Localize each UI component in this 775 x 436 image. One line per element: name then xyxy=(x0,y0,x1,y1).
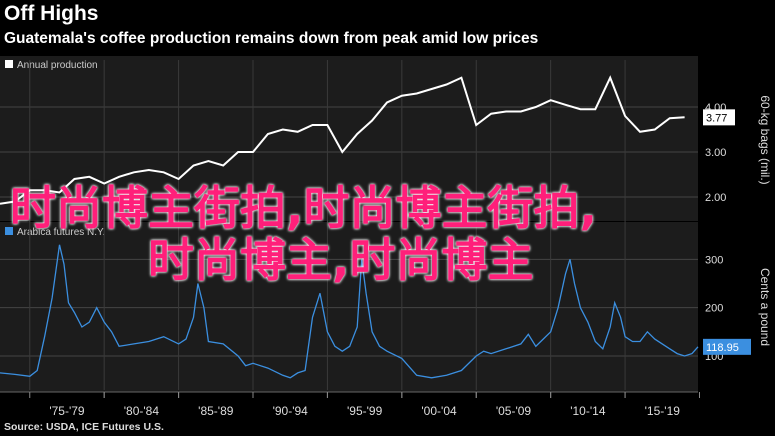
futures-series xyxy=(0,244,699,379)
x-tick-label: '05-'09 xyxy=(496,404,532,418)
last-value-box xyxy=(703,338,751,355)
x-tick-label: '95-'99 xyxy=(347,404,383,418)
x-tick-label: '90-'94 xyxy=(273,404,309,418)
chart-title: Off Highs xyxy=(4,2,99,25)
watermark-line-2: 时尚博主,时尚博主 xyxy=(148,233,534,287)
production-grid xyxy=(0,60,698,220)
chart-subtitle: Guatemala's coffee production remains do… xyxy=(4,30,539,47)
production-legend-swatch xyxy=(5,60,13,68)
production-series xyxy=(0,75,685,205)
futures-line xyxy=(0,244,699,379)
y-tick-label: 2.00 xyxy=(705,192,726,204)
futures-legend-swatch xyxy=(5,227,13,235)
y-tick-label: 300 xyxy=(705,254,723,266)
watermark-line-1: 时尚博主街拍,时尚博主街拍, xyxy=(10,181,597,235)
production-legend-label: Annual production xyxy=(17,60,98,71)
last-value-label: 3.77 xyxy=(706,112,727,124)
source-note: Source: USDA, ICE Futures U.S. xyxy=(4,421,164,433)
production-axis-label: 60-kg bags (mil.) xyxy=(758,95,772,184)
y-tick-label: 3.00 xyxy=(705,147,726,159)
x-axis: '75-'79 '80-'84 '85-'89 '90-'94 '95-'99 '00-'… xyxy=(0,391,700,418)
x-tick-label: '80-'84 xyxy=(124,404,160,418)
futures-legend-label: Arabica futures N.Y. xyxy=(17,227,105,238)
x-tick-label: '00-'04 xyxy=(421,404,457,418)
last-value-box xyxy=(703,109,735,126)
x-tick-label: '10-'14 xyxy=(570,404,606,418)
production-panel xyxy=(0,56,698,221)
last-value-label: 118.95 xyxy=(706,342,739,354)
futures-panel xyxy=(0,222,698,392)
x-tick-label: '15-'19 xyxy=(645,404,681,418)
production-line xyxy=(0,75,685,205)
x-tick-label: '75-'79 xyxy=(49,404,85,418)
futures-axis-label: Cents a pound xyxy=(758,268,772,346)
futures-grid xyxy=(0,220,698,390)
x-tick-label: '85-'89 xyxy=(198,404,234,418)
y-tick-label: 200 xyxy=(705,303,723,315)
